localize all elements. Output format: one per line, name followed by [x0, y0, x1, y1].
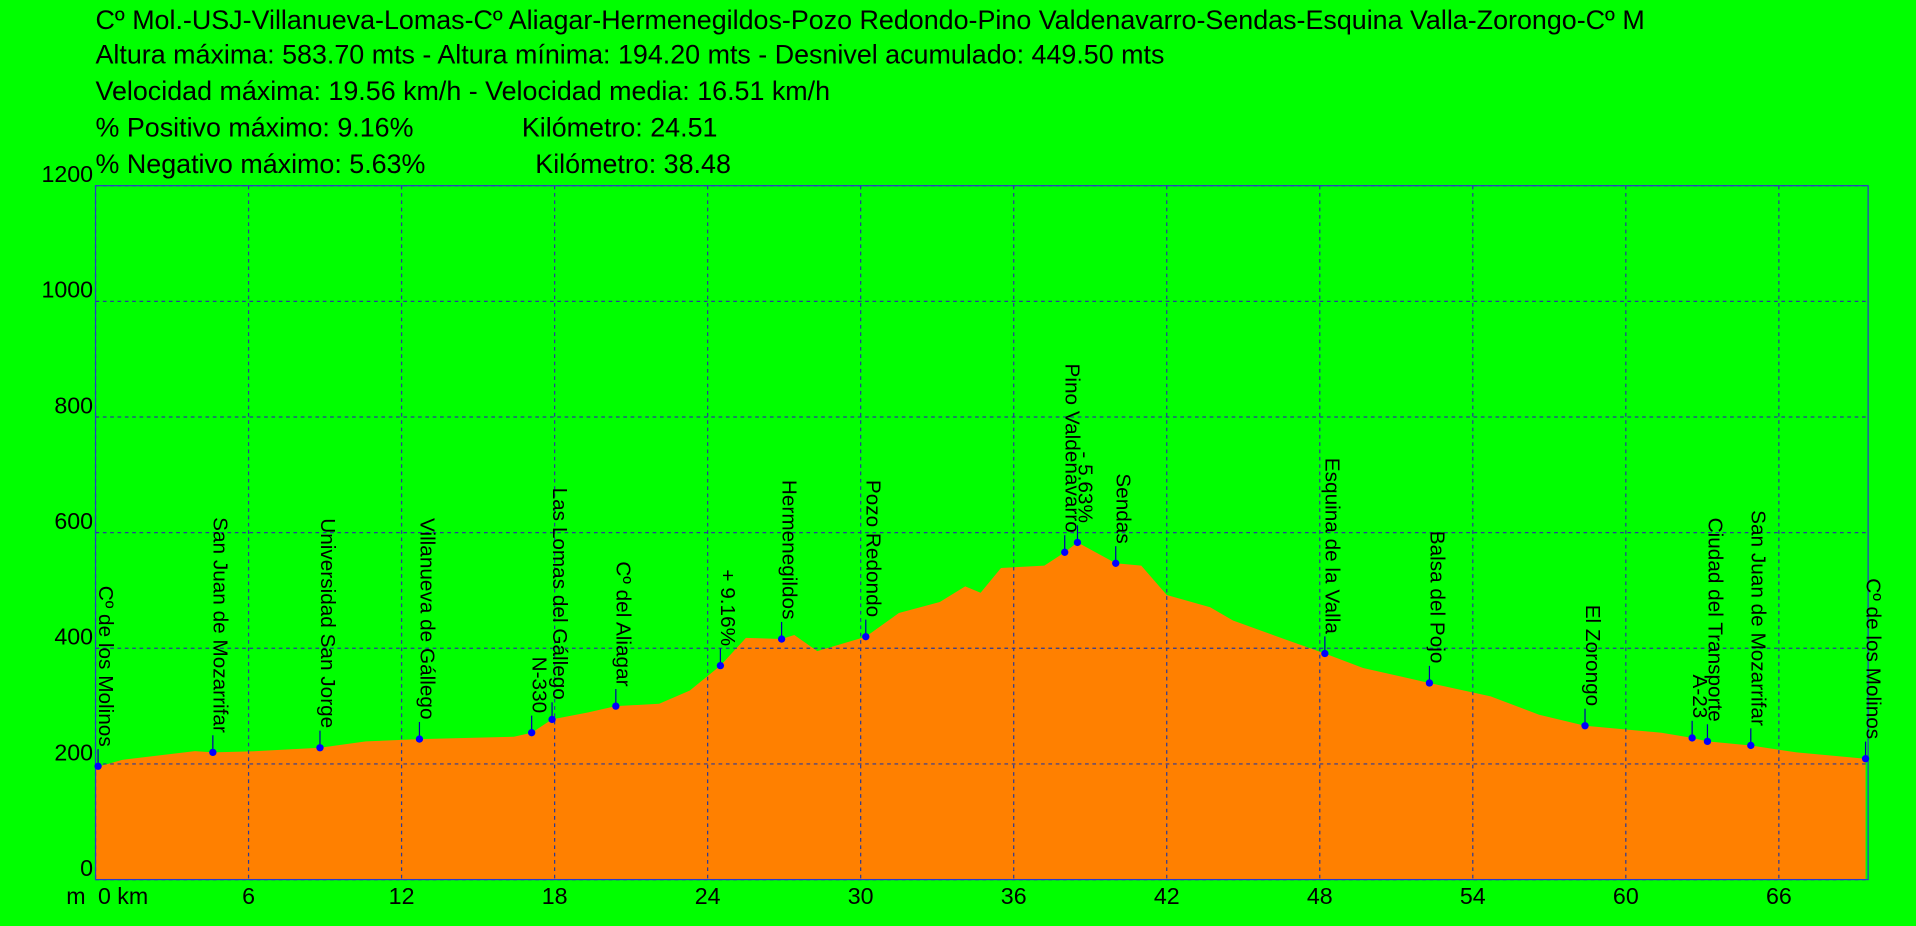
waypoint-dot — [209, 748, 217, 757]
waypoint-label: Hermenegildos — [777, 480, 800, 620]
x-tick-label: 6 — [242, 883, 255, 909]
x-tick-label: 42 — [1154, 883, 1180, 909]
y-tick-label: 600 — [54, 508, 93, 534]
y-tick-label: 0 — [80, 855, 93, 881]
waypoint-dot — [548, 715, 556, 724]
waypoint-label: Pozo Redondo — [862, 480, 885, 617]
waypoint-dot — [1112, 559, 1120, 567]
x-tick-label: 48 — [1307, 883, 1333, 909]
waypoint-label: N-330 — [527, 657, 550, 714]
waypoint-label: San Juan de Mozarrifar — [209, 517, 232, 733]
waypoint-label: Cº del Aliagar — [612, 561, 635, 686]
waypoint-label: San Juan de Mozarrifar — [1747, 510, 1770, 726]
waypoint-dot — [1073, 538, 1082, 547]
waypoint-label: Sendas — [1112, 473, 1135, 543]
waypoint-dot — [862, 633, 870, 641]
y-tick-label: 200 — [54, 739, 93, 765]
waypoint-dot — [1425, 679, 1434, 687]
plot-border — [94, 185, 1869, 881]
y-tick-label: 400 — [54, 624, 93, 650]
waypoint-dot — [1061, 548, 1069, 556]
waypoint-dot — [527, 729, 536, 737]
waypoint-dot — [716, 661, 725, 670]
waypoint-label: Ciudad del Transporte — [1703, 518, 1726, 722]
waypoint-dot — [1321, 649, 1329, 658]
title-line: Velocidad máxima: 19.56 km/h - Velocidad… — [96, 76, 831, 106]
x-tick-label: 60 — [1613, 883, 1639, 909]
title-line: Cº Mol.-USJ-Villanueva-Lomas-Cº Aliagar-… — [96, 5, 1645, 35]
x-tick-label: 18 — [542, 883, 568, 909]
waypoint-dot — [777, 635, 786, 643]
waypoint-dot — [612, 702, 620, 710]
waypoint-label: Esquina de la Valla — [1321, 458, 1344, 635]
waypoint-label: + 9.16% — [716, 569, 739, 646]
waypoint-dot — [94, 762, 102, 770]
title-line: % Positivo máximo: 9.16% — [96, 113, 414, 143]
x-tick-label: 24 — [695, 883, 721, 909]
waypoint-label: - 5.63% — [1073, 451, 1096, 523]
elevation-area — [95, 542, 1866, 880]
waypoint-label: A-23 — [1688, 675, 1711, 719]
waypoint-label: Villanueva de Gállego — [415, 518, 438, 720]
km-note: Kilómetro: 38.48 — [535, 149, 731, 179]
waypoint-label: Pino Valdenavarro — [1061, 364, 1084, 533]
x-tick-label: 36 — [1001, 883, 1027, 909]
waypoint-dot — [1861, 755, 1870, 763]
waypoint-dot — [1747, 741, 1755, 750]
waypoint-dot — [415, 735, 424, 743]
y-tick-label: 800 — [54, 392, 93, 418]
y-unit: m — [66, 883, 85, 909]
title-line: % Negativo máximo: 5.63% — [96, 149, 426, 179]
waypoint-dot — [1581, 722, 1589, 730]
x-tick-label: 30 — [848, 883, 874, 909]
waypoint-dot — [1688, 734, 1696, 742]
x-tick-label: 54 — [1460, 883, 1486, 909]
km-note: Kilómetro: 24.51 — [522, 113, 718, 143]
title-line: Altura máxima: 583.70 mts - Altura mínim… — [96, 39, 1165, 69]
waypoint-label: El Zorongo — [1581, 605, 1604, 707]
waypoint-label: Balsa del Pojo — [1425, 531, 1448, 664]
y-tick-label: 1000 — [41, 277, 93, 303]
waypoint-dot — [1703, 737, 1712, 746]
waypoint-label: Las Lomas del Gállego — [548, 488, 571, 700]
waypoint-label: Cº de los Molinos — [94, 586, 117, 747]
waypoint-dot — [316, 744, 324, 752]
y-tick-label: 1200 — [41, 161, 93, 187]
x-tick-label: 66 — [1766, 883, 1792, 909]
x-tick-label: 12 — [389, 883, 415, 909]
waypoint-label: Universidad San Jorge — [316, 518, 339, 728]
waypoint-label: Cº de los Molinos — [1861, 578, 1884, 739]
x-tick-label: 0 km — [98, 883, 148, 909]
